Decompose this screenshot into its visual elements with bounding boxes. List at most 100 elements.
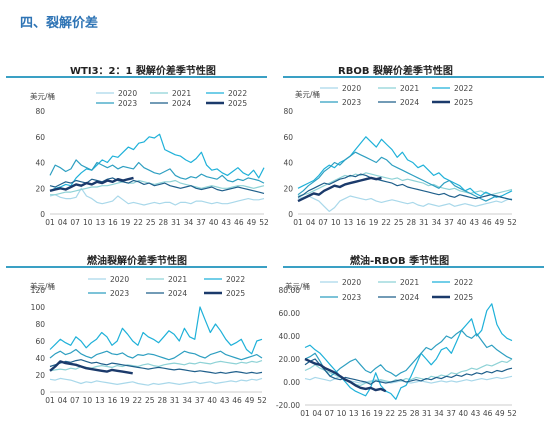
y-tick-label: 100 <box>31 303 46 312</box>
x-tick-label: 25 <box>394 218 404 227</box>
title-rule-fueloil-rbob <box>283 266 544 268</box>
x-tick-label: 52 <box>507 409 517 418</box>
x-tick-label: 52 <box>259 218 269 227</box>
legend-label: 2023 <box>118 99 137 108</box>
x-tick-label: 10 <box>331 218 341 227</box>
legend-label: 2022 <box>454 278 473 287</box>
x-tick-label: 37 <box>446 409 456 418</box>
x-tick-label: 19 <box>120 396 130 405</box>
x-tick-label: 10 <box>337 409 347 418</box>
legend-label: 2025 <box>226 289 245 298</box>
legend-label: 2024 <box>400 98 419 107</box>
series-line-2023 <box>49 348 263 361</box>
y-tick-label: 20.00 <box>279 355 301 364</box>
y-tick-label: 60 <box>35 133 45 142</box>
series-line-2022 <box>304 303 513 400</box>
x-tick-label: 31 <box>170 396 180 405</box>
x-tick-label: 49 <box>247 218 257 227</box>
y-tick-label: 120 <box>31 286 46 295</box>
chart-title-rbob: RBOB 裂解价差季节性图 <box>338 66 453 77</box>
x-tick-label: 52 <box>507 218 517 227</box>
x-tick-label: 13 <box>95 396 105 405</box>
x-tick-label: 16 <box>361 409 371 418</box>
y-tick-label: 0 <box>40 210 45 219</box>
title-rule-fueloil <box>6 266 267 268</box>
x-tick-label: 49 <box>495 409 505 418</box>
x-tick-label: 16 <box>356 218 366 227</box>
x-tick-label: 40 <box>459 409 469 418</box>
x-tick-label: 22 <box>381 218 391 227</box>
chart-title-wti: WTI3：2：1 裂解价差季节性图 <box>70 66 216 77</box>
x-tick-label: 07 <box>325 409 335 418</box>
x-tick-label: 16 <box>108 396 118 405</box>
x-tick-label: 37 <box>196 218 206 227</box>
x-tick-label: 46 <box>232 396 242 405</box>
series-line-2025 <box>49 360 133 375</box>
x-tick-label: 13 <box>96 218 106 227</box>
y-tick-label: 40.00 <box>279 332 301 341</box>
series-line-2023 <box>297 151 513 202</box>
x-tick-label: 49 <box>245 396 255 405</box>
section-title: 四、裂解价差 <box>20 16 99 31</box>
x-tick-label: 19 <box>121 218 131 227</box>
series-line-2025 <box>297 176 382 203</box>
x-tick-label: 37 <box>444 218 454 227</box>
y-tick-label: 80 <box>283 107 293 116</box>
y-tick-label: 20 <box>283 184 293 193</box>
x-tick-label: 10 <box>83 396 93 405</box>
chart-title-fueloil: 燃油裂解价差季节性图 <box>87 256 187 267</box>
x-tick-label: 31 <box>419 218 429 227</box>
series-line-2025 <box>304 357 387 393</box>
x-tick-label: 37 <box>195 396 205 405</box>
title-rule-rbob <box>283 76 544 78</box>
x-tick-label: 07 <box>70 396 80 405</box>
x-tick-label: 43 <box>471 409 481 418</box>
legend-label: 2021 <box>400 84 419 93</box>
x-tick-label: 19 <box>373 409 383 418</box>
x-tick-label: 28 <box>159 218 169 227</box>
series-line-2023 <box>49 159 265 184</box>
x-tick-label: 16 <box>108 218 118 227</box>
y-axis-label: 美元/桶 <box>295 89 320 99</box>
series-line-2021 <box>297 172 513 197</box>
legend-label: 2020 <box>342 84 361 93</box>
x-tick-label: 04 <box>306 218 316 227</box>
chart-title-fueloil-rbob: 燃油-RBOB 季节性图 <box>350 256 450 267</box>
y-tick-label: 20 <box>35 184 45 193</box>
x-tick-label: 43 <box>221 218 231 227</box>
series-line-2024 <box>49 359 263 374</box>
y-tick-label: 40 <box>35 354 45 363</box>
legend-label: 2025 <box>454 98 473 107</box>
y-axis-label: 美元/桶 <box>30 281 55 291</box>
legend-label: 2021 <box>400 278 419 287</box>
legend-label: 2020 <box>118 89 137 98</box>
x-tick-label: 43 <box>469 218 479 227</box>
x-tick-label: 10 <box>83 218 93 227</box>
series-line-2024 <box>304 358 513 385</box>
legend-label: 2022 <box>228 89 247 98</box>
x-tick-label: 07 <box>70 218 80 227</box>
y-tick-label: 60 <box>35 337 45 346</box>
legend-label: 2023 <box>342 98 361 107</box>
series-line-2022 <box>49 306 263 355</box>
legend-label: 2023 <box>342 293 361 302</box>
legend-label: 2022 <box>454 84 473 93</box>
series-line-2025 <box>49 176 134 192</box>
x-tick-label: 04 <box>58 396 68 405</box>
x-tick-label: 25 <box>146 218 156 227</box>
x-tick-label: 34 <box>434 409 444 418</box>
legend-label: 2020 <box>342 278 361 287</box>
series-line-2023 <box>304 329 513 377</box>
x-tick-label: 40 <box>207 396 217 405</box>
x-tick-label: 34 <box>184 218 194 227</box>
y-tick-label: 40 <box>283 159 293 168</box>
series-line-2022 <box>49 133 265 192</box>
series-line-2024 <box>297 173 513 201</box>
x-tick-label: 19 <box>369 218 379 227</box>
title-rule-wti <box>6 76 267 78</box>
x-tick-label: 01 <box>293 218 303 227</box>
legend-label: 2021 <box>168 275 187 284</box>
legend-label: 2021 <box>172 89 191 98</box>
y-tick-label: 40 <box>35 159 45 168</box>
series-line-2020 <box>297 195 513 212</box>
